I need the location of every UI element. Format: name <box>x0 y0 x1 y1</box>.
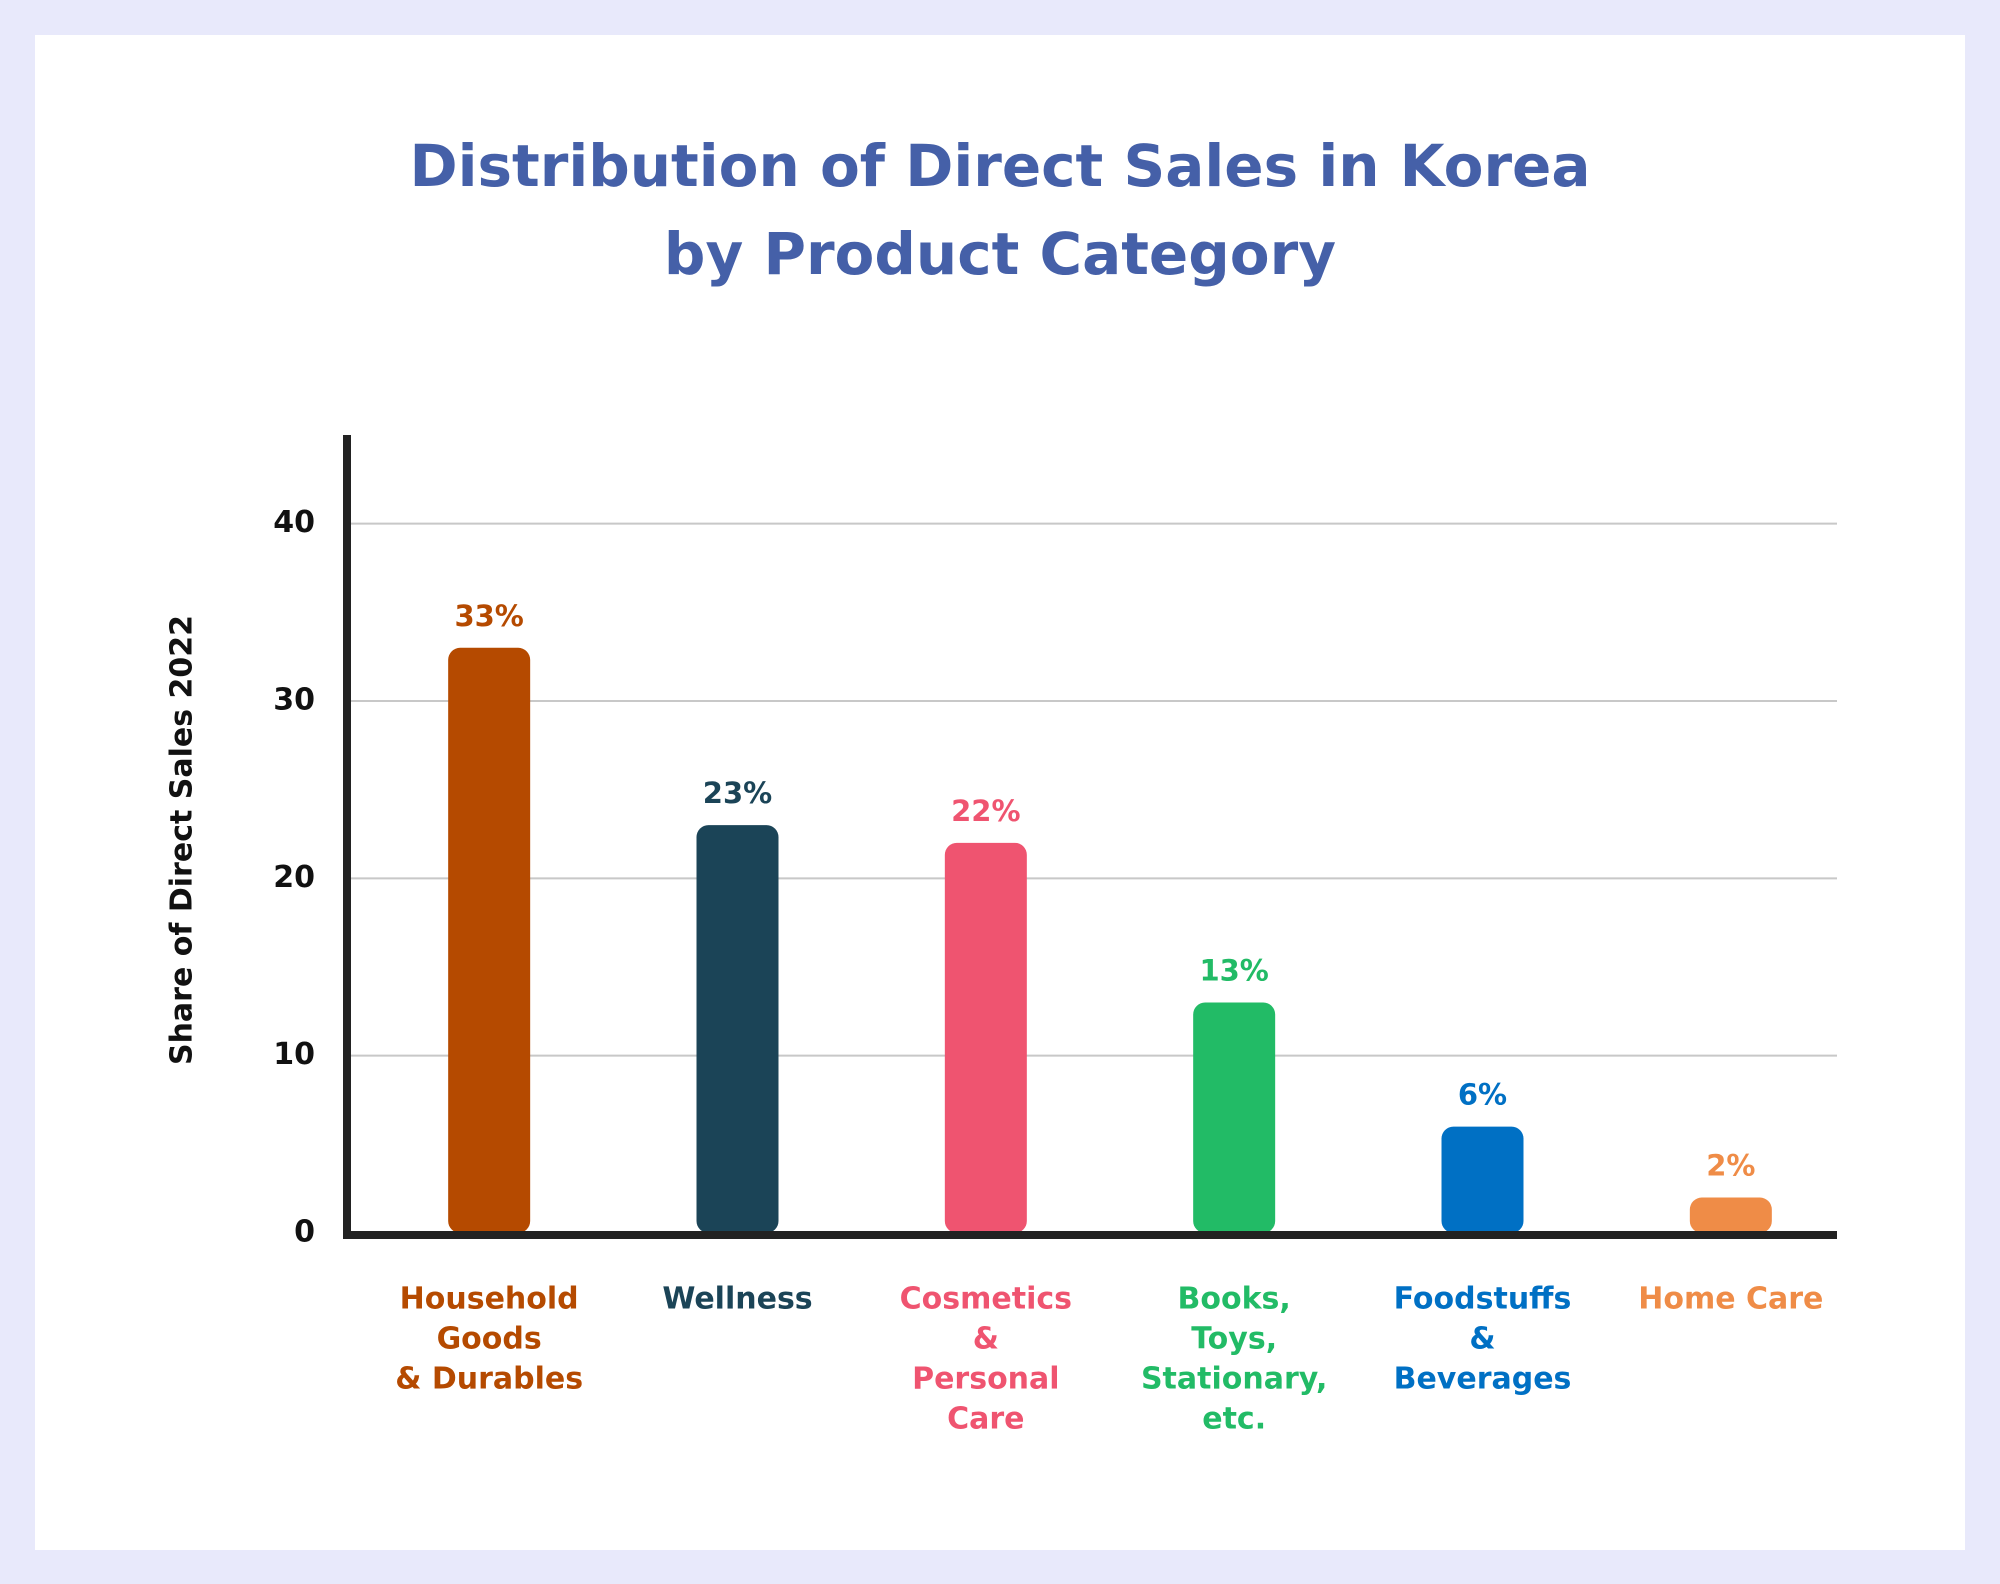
bar <box>696 825 779 1233</box>
value-label: 6% <box>1458 1078 1507 1112</box>
x-tick-label: Beverages <box>1394 1362 1572 1397</box>
y-axis-label: Share of Direct Sales 2022 <box>165 615 200 1065</box>
x-tick-label: Wellness <box>662 1282 812 1317</box>
chart-title: Distribution of Direct Sales in Korea <box>409 132 1590 200</box>
x-tick-label: & Durables <box>395 1362 583 1397</box>
x-tick-label: Personal <box>912 1362 1059 1397</box>
x-tick-label: & <box>1469 1322 1495 1357</box>
bar <box>1441 1126 1524 1233</box>
value-label: 23% <box>703 776 772 810</box>
x-tick-label: Foodstuffs <box>1394 1282 1572 1317</box>
x-tick-label: Household <box>400 1282 579 1317</box>
x-tick-label: Books, <box>1178 1282 1291 1317</box>
value-label: 33% <box>454 599 523 633</box>
x-tick-label: etc. <box>1202 1402 1266 1437</box>
value-label: 22% <box>951 794 1020 828</box>
y-tick-label: 10 <box>273 1037 315 1072</box>
bar <box>1193 1002 1276 1233</box>
y-tick-label: 20 <box>273 860 315 895</box>
x-tick-label: Cosmetics <box>900 1282 1072 1317</box>
y-tick-label: 40 <box>273 505 315 540</box>
x-tick-label: Goods <box>437 1322 542 1357</box>
x-tick-label: Toys, <box>1191 1322 1277 1357</box>
x-tick-label: Care <box>947 1402 1024 1437</box>
bar <box>1689 1197 1772 1233</box>
value-label: 2% <box>1706 1149 1755 1183</box>
x-tick-label: & <box>973 1322 999 1357</box>
chart-title: by Product Category <box>664 220 1336 288</box>
bar <box>448 647 531 1233</box>
card <box>35 35 1965 1550</box>
bar <box>944 842 1027 1233</box>
x-tick-label: Stationary, <box>1141 1362 1327 1397</box>
value-label: 13% <box>1199 953 1268 987</box>
y-tick-label: 30 <box>273 683 315 718</box>
y-tick-label: 0 <box>294 1215 315 1250</box>
x-tick-label: Home Care <box>1638 1282 1823 1317</box>
